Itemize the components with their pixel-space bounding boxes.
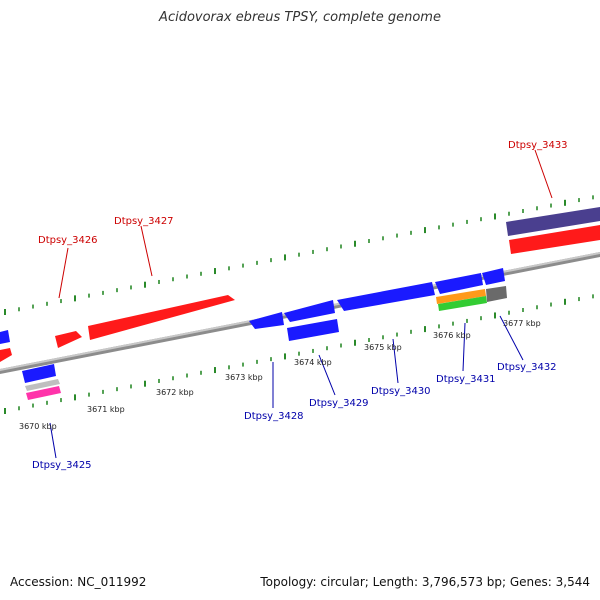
tick-label: 3670 kbp	[19, 422, 57, 431]
gene-label-3433: Dtpsy_3433	[508, 140, 568, 151]
gene-dtpsy-3433-red	[509, 225, 600, 254]
gene-dtpsy-3425-pink	[26, 386, 61, 400]
map-title: Acidovorax ebreus TPSY, complete genome	[159, 10, 441, 25]
leader-3433	[534, 149, 553, 199]
leader-lines	[49, 149, 553, 459]
gene-dtpsy-3425	[22, 364, 56, 383]
gene-partial-left-blue	[0, 330, 10, 344]
leader-3431	[462, 322, 466, 372]
gene-label-3425: Dtpsy_3425	[32, 460, 92, 471]
reverse-strand-dots	[4, 294, 594, 414]
gene-label-3431: Dtpsy_3431	[436, 374, 496, 385]
gene-label-3429: Dtpsy_3429	[309, 398, 369, 409]
tick-label: 3674 kbp	[294, 358, 332, 367]
gene-dtpsy-3432	[482, 268, 505, 285]
leader-3432	[499, 315, 524, 361]
gene-dtpsy-3427	[88, 295, 235, 340]
leader-3427	[140, 225, 153, 277]
leader-3429	[318, 354, 336, 396]
tick-label: 3673 kbp	[225, 373, 263, 382]
leader-3426	[58, 247, 69, 299]
gene-dtpsy-3431-green	[438, 296, 487, 311]
gene-dtpsy-3431-orange	[436, 289, 486, 304]
tick-label: 3675 kbp	[364, 343, 402, 352]
gene-dtpsy-3433-purple	[506, 207, 600, 236]
forward-strand-dots	[4, 195, 594, 315]
tick-label: 3672 kbp	[156, 388, 194, 397]
accession-text: Accession: NC_011992	[10, 575, 147, 589]
gene-label-3426: Dtpsy_3426	[38, 235, 98, 246]
reverse-genes	[0, 268, 507, 400]
gene-dtpsy-3429-b	[287, 319, 339, 341]
tick-labels: 3670 kbp 3671 kbp 3672 kbp 3673 kbp 3674…	[19, 319, 541, 431]
gene-label-3428: Dtpsy_3428	[244, 411, 304, 422]
summary-text: Topology: circular; Length: 3,796,573 bp…	[260, 575, 590, 589]
leader-3425	[49, 422, 57, 459]
gene-labels: Dtpsy_3425 Dtpsy_3426 Dtpsy_3427 Dtpsy_3…	[32, 140, 568, 471]
gene-dtpsy-3429-a	[284, 300, 335, 322]
gene-partial-left-red	[0, 348, 12, 362]
gene-dtpsy-3432-gray	[486, 286, 507, 302]
leader-3430	[392, 338, 399, 384]
gene-dtpsy-3428	[249, 312, 284, 329]
gene-label-3427: Dtpsy_3427	[114, 216, 174, 227]
gene-dtpsy-3431	[435, 273, 483, 294]
forward-genes	[0, 207, 600, 362]
gene-dtpsy-3430	[337, 282, 435, 311]
gene-label-3432: Dtpsy_3432	[497, 362, 557, 373]
gene-dtpsy-3425-gray	[25, 379, 60, 391]
gene-dtpsy-3426	[55, 331, 82, 348]
tick-label: 3677 kbp	[503, 319, 541, 328]
gene-label-3430: Dtpsy_3430	[371, 386, 431, 397]
tick-label: 3676 kbp	[433, 331, 471, 340]
tick-label: 3671 kbp	[87, 405, 125, 414]
